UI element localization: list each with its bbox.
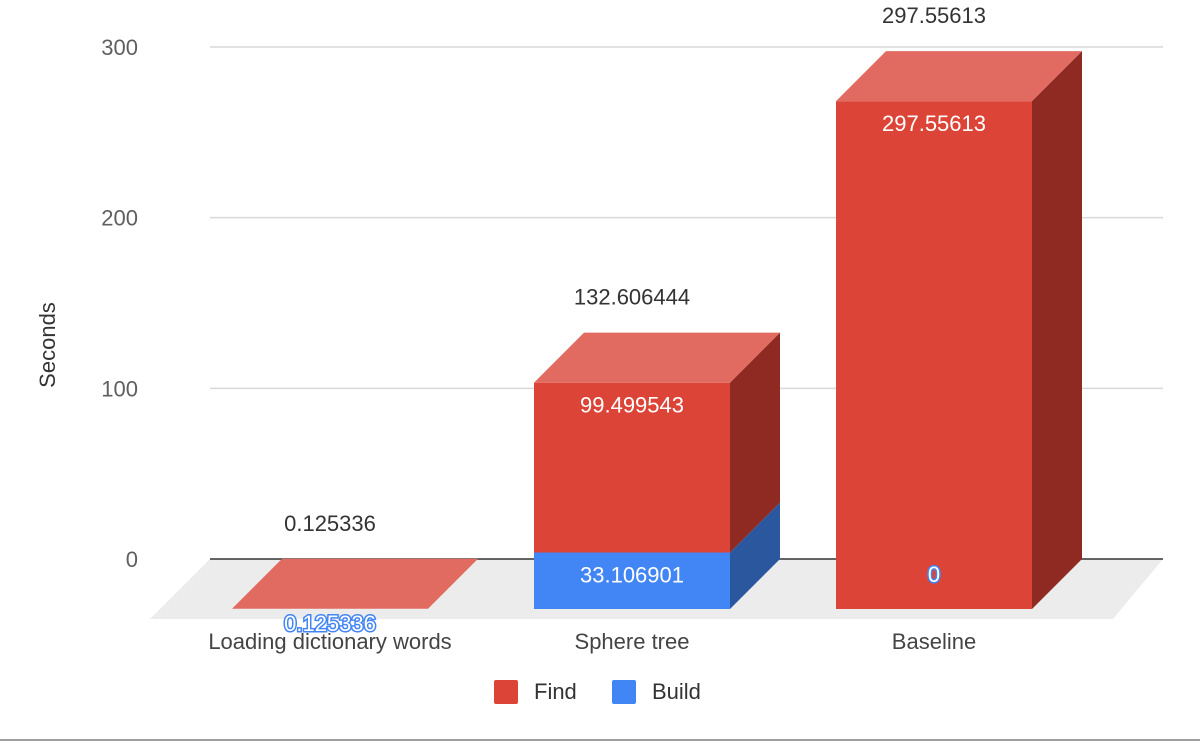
legend: Find Build: [494, 679, 701, 704]
build-zero-label: 0: [928, 562, 940, 587]
find-value-label: 99.499543: [580, 393, 684, 418]
bar-top-face: [534, 332, 780, 383]
x-axis-categories: Loading dictionary words Sphere tree Basel…: [208, 629, 976, 654]
x-category-label: Loading dictionary words: [208, 629, 451, 654]
legend-label: Build: [652, 679, 701, 704]
bars: [232, 51, 1082, 609]
bar-build-side: [730, 502, 780, 609]
legend-swatch: [612, 680, 636, 704]
bar-top-face: [232, 558, 478, 609]
y-tick-label: 200: [101, 206, 138, 231]
bar-top-face: [836, 51, 1082, 102]
x-category-label: Sphere tree: [575, 629, 690, 654]
legend-swatch: [494, 680, 518, 704]
y-tick-label: 100: [101, 376, 138, 401]
find-value-label: 297.55613: [882, 111, 986, 136]
bar-find-front: [836, 101, 1032, 609]
bar-find-side: [730, 332, 780, 553]
total-label: 132.606444: [574, 285, 690, 310]
y-tick-label: 300: [101, 35, 138, 60]
x-category-label: Baseline: [892, 629, 976, 654]
bar-find-side: [1032, 51, 1082, 609]
total-label: 0.125336: [284, 511, 376, 536]
y-tick-label: 0: [126, 547, 138, 572]
legend-label: Find: [534, 679, 577, 704]
find-value-label: 0.125336: [284, 611, 376, 636]
bar-find-front: [534, 382, 730, 553]
total-label: 297.55613: [882, 3, 986, 28]
y-axis-ticks: 0 100 200 300: [101, 35, 138, 572]
y-axis-title: Seconds: [35, 302, 60, 388]
bar-build-front: [534, 552, 730, 609]
build-value-label: 33.106901: [580, 562, 684, 587]
data-labels: 0.125336 0.125336 132.606444 99.499543 33.10…: [283, 3, 986, 637]
